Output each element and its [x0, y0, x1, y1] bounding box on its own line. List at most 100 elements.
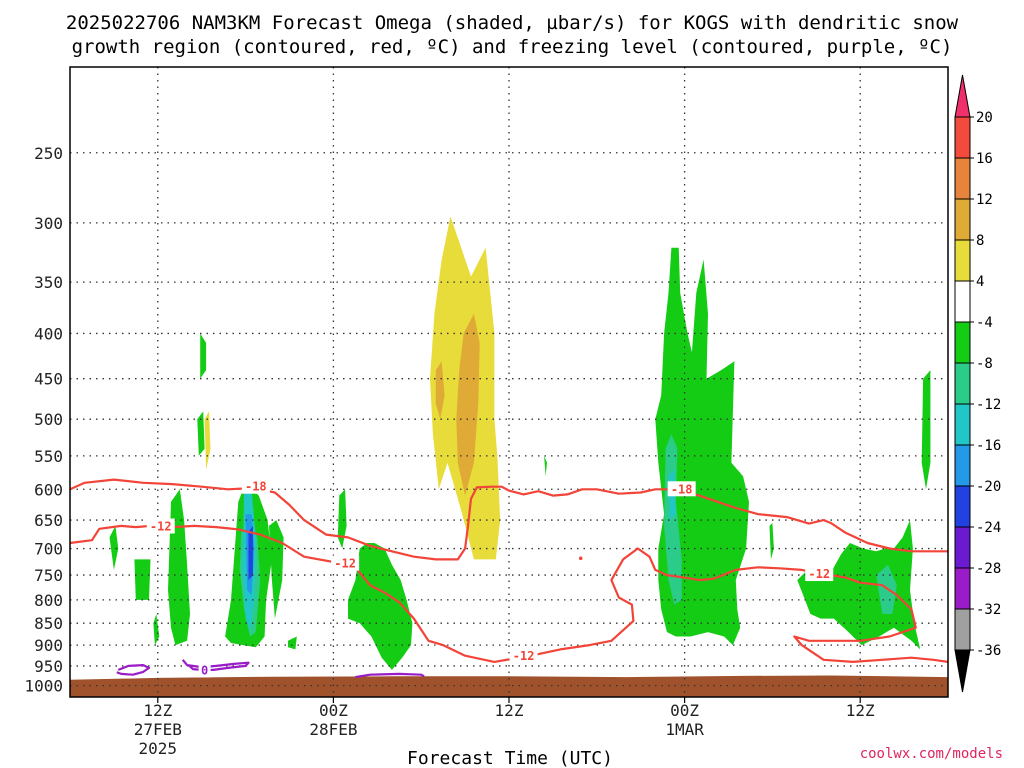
colorbar-label: -12	[976, 397, 1001, 413]
colorbar-label: 20	[976, 110, 993, 126]
colorbar-band	[954, 198, 971, 241]
terrain-ground	[70, 675, 948, 697]
contour-label-bg	[241, 478, 270, 494]
colorbar-label: 16	[976, 151, 993, 167]
colorbar-band	[954, 403, 971, 446]
omega-region-21	[664, 434, 682, 605]
colorbar-band	[954, 608, 971, 651]
omega-region-8	[337, 489, 347, 549]
omega-region-15	[197, 411, 205, 456]
colorbar-label: -4	[976, 315, 993, 331]
contour-freezing_2	[181, 659, 250, 672]
colorbar-band	[954, 157, 971, 200]
colorbar-label: 12	[976, 192, 993, 208]
omega-region-2	[435, 361, 445, 420]
colorbar: 20 16 12 8 4 -4 -8 -12 -16 -20 -24 -28 -32 -36	[954, 74, 1001, 693]
contour-label-bg	[509, 648, 538, 664]
contour-label-bg	[146, 518, 175, 534]
y-tick-label: 700	[34, 540, 63, 559]
contour-label-bg	[805, 566, 834, 582]
omega-region-13	[153, 614, 160, 646]
colorbar-band	[954, 485, 971, 528]
omega-region-6	[168, 489, 190, 646]
omega-region-16	[921, 370, 931, 490]
y-tick-label: 600	[34, 480, 63, 499]
contour-label: -12	[513, 649, 535, 663]
y-tick-label: 750	[34, 566, 63, 585]
y-tick-label: 300	[34, 214, 63, 233]
omega-region-3	[204, 411, 211, 470]
omega-region-1	[456, 313, 480, 496]
colorbar-band	[954, 321, 971, 364]
x-tick-label: 12Z	[143, 701, 172, 720]
colorbar-label: -16	[976, 438, 1001, 454]
omega-region-17	[544, 455, 547, 477]
colorbar-band	[954, 567, 971, 610]
omega-region-26	[248, 525, 253, 581]
contour-label: -12	[150, 520, 172, 534]
omega-region-11	[109, 525, 119, 570]
contour-dgz_top	[70, 478, 948, 561]
contour-label: -12	[808, 567, 830, 581]
x-tick-date: 1MAR	[665, 720, 704, 739]
omega-region-14	[200, 333, 207, 379]
contour-label: -18	[245, 480, 267, 494]
omega-region-12	[134, 559, 151, 600]
x-tick-date: 28FEB	[309, 720, 357, 739]
colorbar-band	[954, 444, 971, 487]
colorbar-band	[954, 239, 971, 282]
colorbar-band	[954, 280, 971, 323]
x-tick-label: 00Z	[670, 701, 699, 720]
x-axis-label: Forecast Time (UTC)	[407, 748, 613, 768]
contour-label-bg	[331, 555, 360, 571]
y-tick-label: 250	[34, 144, 63, 163]
omega-region-19	[288, 636, 297, 650]
contour-label: -12	[334, 557, 356, 571]
x-tick-year: 2025	[139, 739, 178, 758]
x-tick-label: 00Z	[319, 701, 348, 720]
chart-title-line-2: growth region (contoured, red, ºC) and f…	[72, 36, 953, 58]
colorbar-label: -36	[976, 643, 1001, 659]
colorbar-band	[954, 116, 971, 159]
contour-dgz_bottom	[70, 524, 948, 664]
contour-freezing_1	[116, 663, 151, 676]
colorbar-label: -28	[976, 561, 1001, 577]
y-tick-label: 450	[34, 370, 63, 389]
contour-label: 0	[201, 663, 208, 677]
y-tick-label: 850	[34, 614, 63, 633]
omega-region-10	[797, 520, 921, 650]
y-tick-label: 950	[34, 657, 63, 676]
plot-area: -18 -12 -12 -12 -18 -12 0	[70, 67, 948, 697]
contour-label-bg	[667, 481, 696, 497]
colorbar-label: 4	[976, 274, 984, 290]
contour-label: -18	[671, 482, 693, 496]
colorbar-label: -20	[976, 479, 1001, 495]
contour-dot	[578, 556, 583, 561]
y-tick-label: 400	[34, 324, 63, 343]
colorbar-band	[954, 526, 971, 569]
contour-label-bg	[198, 662, 211, 678]
y-tick-label: 800	[34, 591, 63, 610]
chart-title-line-1: 2025022706 NAM3KM Forecast Omega (shaded…	[66, 12, 959, 34]
omega-region-18	[769, 523, 774, 560]
colorbar-label: -24	[976, 520, 1001, 536]
y-tick-label: 500	[34, 410, 63, 429]
y-tick-label: 1000	[24, 677, 63, 696]
x-tick-date: 27FEB	[134, 720, 182, 739]
y-tick-label: 900	[34, 636, 63, 655]
colorbar-label: -8	[976, 356, 993, 372]
colorbar-top-arrow	[954, 74, 971, 118]
y-tick-label: 550	[34, 447, 63, 466]
credit-text[interactable]: coolwx.com/models	[860, 746, 1003, 762]
y-tick-label: 650	[34, 511, 63, 530]
omega-region-5	[269, 520, 284, 619]
colorbar-label: 8	[976, 233, 984, 249]
x-tick-label: 12Z	[846, 701, 875, 720]
colorbar-bottom-arrow	[954, 649, 971, 693]
contour-freezing_3	[355, 672, 425, 679]
x-tick-label: 12Z	[495, 701, 524, 720]
colorbar-label: -32	[976, 602, 1001, 618]
axes: 250 300 350 400 450 500 550 600 650 700 750 800 850 9…	[24, 66, 949, 758]
y-tick-label: 350	[34, 273, 63, 292]
